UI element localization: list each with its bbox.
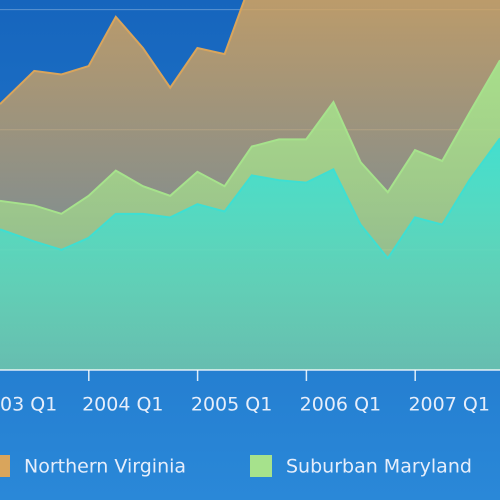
legend-swatch — [0, 455, 10, 477]
x-tick-label: 2007 Q1 — [408, 394, 489, 416]
area — [0, 138, 500, 370]
x-tick-label: 2006 Q1 — [300, 394, 381, 416]
x-tick-label: 03 Q1 — [0, 394, 57, 416]
line — [0, 59, 500, 215]
legend-swatch — [250, 455, 272, 477]
line — [0, 137, 500, 260]
legend-label: Suburban Maryland — [286, 456, 472, 478]
x-tick-label: 2004 Q1 — [82, 394, 163, 416]
x-tick-label: 2005 Q1 — [191, 394, 272, 416]
legend-label: Northern Virginia — [24, 456, 186, 478]
line — [0, 0, 246, 105]
plot-area — [0, 0, 500, 370]
